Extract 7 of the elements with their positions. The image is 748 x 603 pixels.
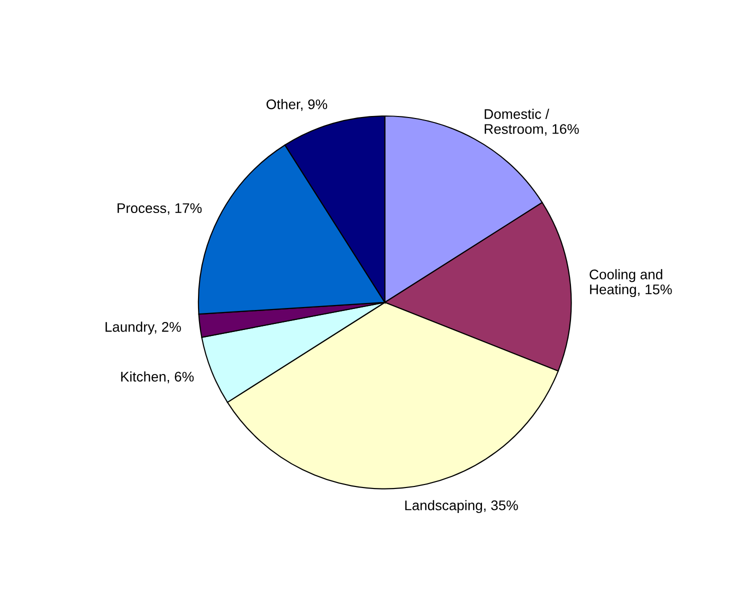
slice-label: Kitchen, 6% — [121, 371, 194, 384]
slice-label: Cooling and Heating, 15% — [590, 269, 672, 298]
slice-label: Landscaping, 35% — [405, 500, 518, 514]
slice-label: Other, 9% — [266, 99, 328, 111]
slice-label: Domestic / Restroom, 16% — [484, 108, 579, 136]
slice-label: Process, 17% — [118, 203, 202, 215]
slice-label: Laundry, 2% — [106, 322, 181, 335]
